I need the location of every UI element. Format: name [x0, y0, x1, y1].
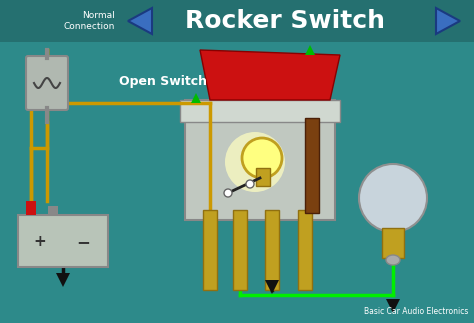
- Bar: [265, 210, 279, 290]
- Polygon shape: [191, 93, 201, 103]
- Text: Normal
Connection: Normal Connection: [64, 11, 115, 31]
- Text: −: −: [76, 233, 90, 251]
- Polygon shape: [200, 50, 340, 100]
- Polygon shape: [128, 8, 152, 34]
- Text: Open Switch: Open Switch: [119, 76, 207, 89]
- Polygon shape: [305, 45, 315, 55]
- Circle shape: [242, 138, 282, 178]
- FancyBboxPatch shape: [26, 56, 68, 110]
- Text: Rocker Switch: Rocker Switch: [185, 9, 385, 33]
- Text: +: +: [34, 234, 46, 249]
- Polygon shape: [436, 8, 460, 34]
- Polygon shape: [265, 280, 279, 294]
- Bar: [185, 100, 335, 220]
- Bar: [298, 210, 312, 290]
- Bar: [0, 0, 474, 42]
- Polygon shape: [386, 299, 400, 313]
- Bar: [256, 168, 270, 186]
- Bar: [26, 201, 36, 215]
- Bar: [382, 228, 404, 258]
- Circle shape: [359, 164, 427, 232]
- Circle shape: [225, 132, 285, 192]
- Bar: [305, 118, 319, 213]
- Polygon shape: [56, 273, 70, 287]
- Circle shape: [246, 180, 254, 188]
- Circle shape: [224, 189, 232, 197]
- Bar: [203, 210, 217, 290]
- Bar: [48, 206, 58, 215]
- Text: Basic Car Audio Electronics: Basic Car Audio Electronics: [364, 307, 468, 316]
- Bar: [18, 215, 108, 267]
- Ellipse shape: [386, 255, 400, 265]
- Bar: [233, 210, 247, 290]
- Bar: [180, 100, 340, 122]
